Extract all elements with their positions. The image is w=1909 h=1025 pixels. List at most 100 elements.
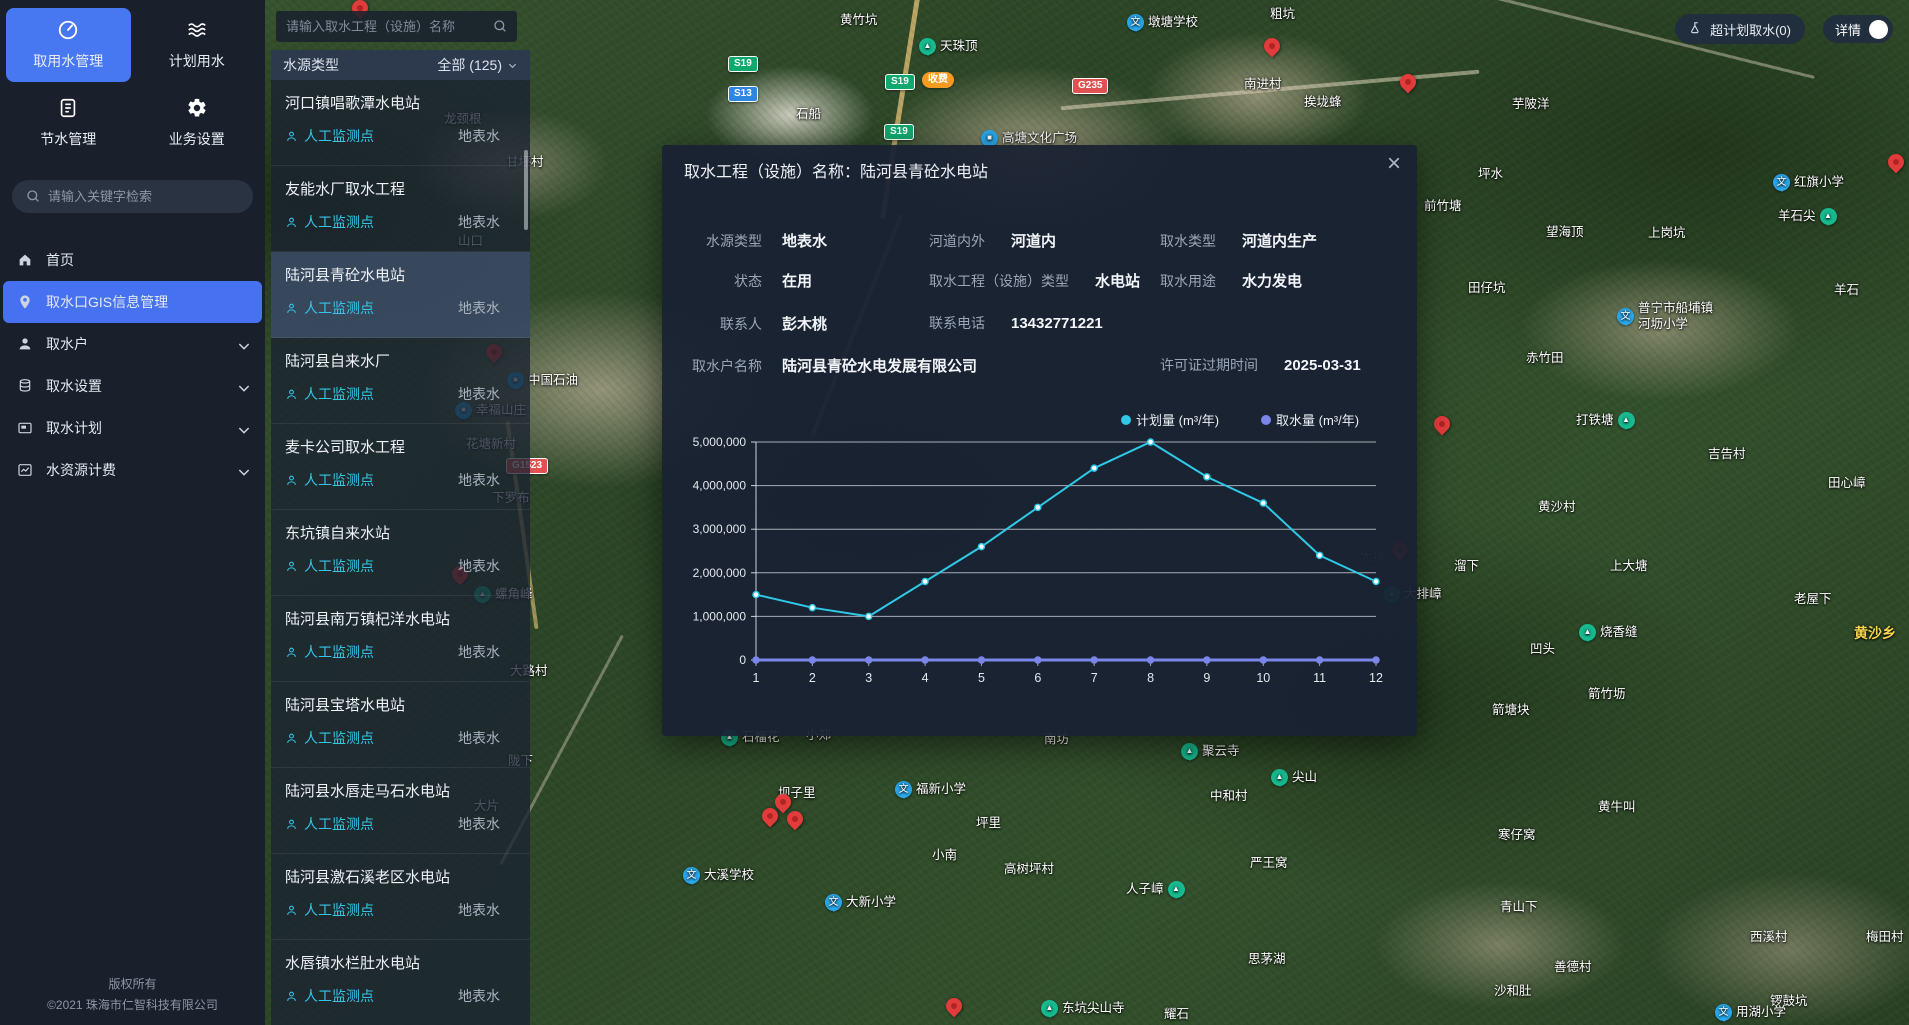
monitor-point-link[interactable]: 人工监测点 [285,212,374,232]
map-label: 老屋下 [1794,591,1832,607]
water-source-type: 地表水 [458,386,500,402]
station-name: 水唇镇水栏肚水电站 [285,955,421,972]
school-marker-icon: 文 [895,781,912,798]
filter-value-dropdown[interactable]: 全部 (125) [437,55,518,75]
svg-text:取水量 (m³/年): 取水量 (m³/年) [1276,413,1359,428]
map-label-text: 梅田村 [1866,930,1904,944]
person-icon [285,216,298,229]
road-badge: G235 [1072,78,1109,94]
monitor-point-link[interactable]: 人工监测点 [285,986,374,1006]
map-label: 文大溪学校 [683,867,754,884]
map-label-text: 东坑尖山寺 [1062,1001,1125,1016]
station-list-item[interactable]: 陆河县宝塔水电站 人工监测点 地表水 [271,682,530,768]
monitor-point-link[interactable]: 人工监测点 [285,642,374,662]
map-label-text: 西溪村 [1750,930,1788,944]
flask-icon [1689,21,1703,38]
sidebar-item-水资源计费[interactable]: 水资源计费 [3,449,262,491]
sidebar-item-首页[interactable]: 首页 [3,239,262,281]
over-plan-water-button[interactable]: 超计划取水(0) [1675,14,1805,44]
monitor-point-link[interactable]: 人工监测点 [285,900,374,920]
map-label: 黄沙村 [1538,499,1576,515]
station-list-item[interactable]: 水唇镇水栏肚水电站 人工监测点 地表水 [271,940,530,1025]
module-tile-业务设置[interactable]: 业务设置 [135,86,260,160]
map-label: 思茅湖 [1248,951,1286,967]
person-icon [285,302,298,315]
monitor-point-link[interactable]: 人工监测点 [285,384,374,404]
monitor-point-link[interactable]: 人工监测点 [285,298,374,318]
sidebar-item-取水设置[interactable]: 取水设置 [3,365,262,407]
svg-text:1,000,000: 1,000,000 [693,609,747,623]
station-list-item[interactable]: 陆河县南万镇杞洋水电站 人工监测点 地表水 [271,596,530,682]
map-label: 南进村 [1244,76,1282,92]
person-icon [285,732,298,745]
field-label: 河道内外 [929,233,985,249]
search-icon[interactable] [492,18,508,34]
station-list-item[interactable]: 陆河县水唇走马石水电站 人工监测点 地表水 [271,768,530,854]
module-tile-取用水管理[interactable]: 取用水管理 [6,8,131,82]
monitor-point-link[interactable]: 人工监测点 [285,556,374,576]
station-list-item[interactable]: 陆河县自来水厂 人工监测点 地表水 [271,338,530,424]
gauge-icon [57,19,79,44]
close-icon[interactable]: × [1386,150,1401,177]
map-label-text: 南进村 [1244,77,1282,91]
station-list-item[interactable]: 河口镇唱歌潭水电站 人工监测点 地表水 [271,80,530,166]
monitor-point-link[interactable]: 人工监测点 [285,470,374,490]
map-label-text: 墩塘学校 [1148,15,1199,30]
map-label-text: 严王窝 [1250,856,1288,870]
field-label: 取水户名称 [692,358,762,374]
station-name: 东坑镇自来水站 [285,525,391,542]
svg-text:0: 0 [739,653,746,667]
person-icon [285,990,298,1003]
svg-text:10: 10 [1256,671,1270,685]
module-tile-计划用水[interactable]: 计划用水 [135,8,260,82]
toggle-knob [1869,19,1888,39]
field-value: 13432771221 [1011,315,1103,332]
map-label-text: 黄沙乡 [1854,625,1896,641]
station-list-item[interactable]: 东坑镇自来水站 人工监测点 地表水 [271,510,530,596]
map-label-text: 高树坪村 [1004,862,1055,876]
station-list-item[interactable]: 陆河县青砼水电站 人工监测点 地表水 [271,252,530,338]
detail-toggle[interactable]: 详情 [1822,15,1893,43]
field-label: 水源类型 [706,233,762,249]
road-badge: S19 [885,74,915,90]
monitor-point-link[interactable]: 人工监测点 [285,728,374,748]
mtn-marker-icon: ▲ [1617,412,1635,429]
station-name: 陆河县宝塔水电站 [285,697,406,714]
monitor-point-link[interactable]: 人工监测点 [285,814,374,834]
water-source-filter: 水源类型 全部 (125) [271,50,530,80]
svg-text:计划量 (m³/年): 计划量 (m³/年) [1136,413,1219,428]
red-pin-marker[interactable] [1260,34,1284,58]
water-source-type: 地表水 [458,128,500,144]
sidebar-item-取水计划[interactable]: 取水计划 [3,407,262,449]
red-pin-marker[interactable] [942,994,966,1018]
red-pin-marker[interactable] [783,807,807,831]
red-pin-marker[interactable] [1884,150,1908,174]
map-label-text: 天珠顶 [940,39,978,54]
map-label: 田仔坑 [1468,280,1506,296]
map-label: 中和村 [1210,788,1248,804]
map-label-text: 红旗小学 [1794,175,1845,190]
map-label-text: 上岗坑 [1648,226,1686,240]
station-search-input[interactable] [276,11,517,42]
station-name: 友能水厂取水工程 [285,181,406,198]
sidebar-item-取水口GIS信息管理[interactable]: 取水口GIS信息管理 [3,281,262,323]
field-value: 陆河县青砼水电发展有限公司 [782,358,978,375]
station-list-item[interactable]: 友能水厂取水工程 人工监测点 地表水 [271,166,530,252]
monitor-point-label: 人工监测点 [304,644,374,660]
monitor-point-link[interactable]: 人工监测点 [285,126,374,146]
station-list-item[interactable]: 陆河县激石溪老区水电站 人工监测点 地表水 [271,854,530,940]
svg-text:8: 8 [1147,671,1154,685]
red-pin-marker[interactable] [1430,412,1454,436]
sidebar-item-取水户[interactable]: 取水户 [3,323,262,365]
school-marker-icon: 文 [1617,307,1634,325]
scrollbar-thumb[interactable] [524,150,528,230]
map-label: 黄牛叫 [1598,799,1636,815]
copyright-line2: ©2021 珠海市仁智科技有限公司 [47,997,218,1012]
sidebar-search-input[interactable] [12,180,253,213]
chart-icon [17,462,33,478]
station-list-item[interactable]: 麦卡公司取水工程 人工监测点 地表水 [271,424,530,510]
red-pin-marker[interactable] [1396,70,1420,94]
station-meta-row: 人工监测点 地表水 [285,126,516,146]
search-icon [25,188,41,204]
module-tile-节水管理[interactable]: 节水管理 [6,86,131,160]
